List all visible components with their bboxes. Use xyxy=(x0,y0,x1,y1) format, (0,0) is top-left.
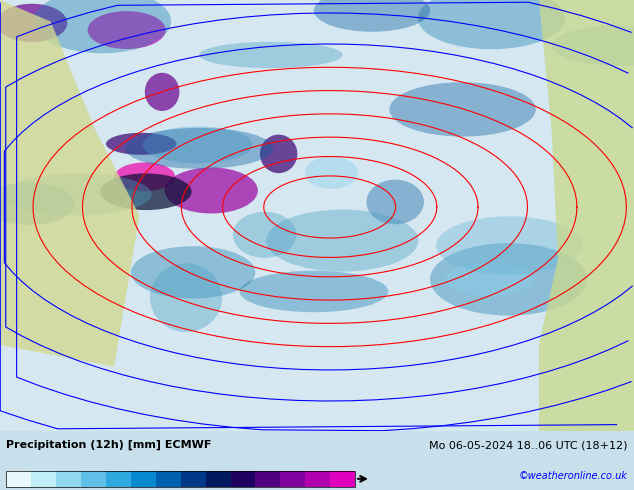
Bar xyxy=(81,470,106,487)
Text: ©weatheronline.co.uk: ©weatheronline.co.uk xyxy=(519,471,628,481)
Bar xyxy=(231,470,256,487)
Ellipse shape xyxy=(240,270,388,312)
Bar xyxy=(31,470,56,487)
Ellipse shape xyxy=(552,25,634,66)
Bar xyxy=(181,470,205,487)
Ellipse shape xyxy=(145,73,179,111)
Ellipse shape xyxy=(314,0,430,32)
Ellipse shape xyxy=(233,212,297,258)
Ellipse shape xyxy=(100,173,191,210)
Bar xyxy=(330,470,355,487)
Ellipse shape xyxy=(114,162,175,191)
Ellipse shape xyxy=(430,243,587,316)
Bar xyxy=(6,470,31,487)
Bar xyxy=(305,470,330,487)
Ellipse shape xyxy=(87,11,165,49)
Bar xyxy=(131,470,156,487)
Bar xyxy=(6,470,355,487)
Ellipse shape xyxy=(150,263,222,332)
Ellipse shape xyxy=(305,157,358,189)
Text: Precipitation (12h) [mm] ECMWF: Precipitation (12h) [mm] ECMWF xyxy=(6,440,212,450)
Ellipse shape xyxy=(444,263,534,296)
Bar xyxy=(156,470,181,487)
Polygon shape xyxy=(539,0,634,431)
Ellipse shape xyxy=(165,168,258,214)
Polygon shape xyxy=(0,0,139,367)
Ellipse shape xyxy=(0,182,75,225)
Ellipse shape xyxy=(34,0,171,53)
Ellipse shape xyxy=(366,180,424,224)
Bar xyxy=(106,470,131,487)
Ellipse shape xyxy=(131,246,256,298)
Ellipse shape xyxy=(143,126,252,163)
Bar xyxy=(280,470,305,487)
Ellipse shape xyxy=(3,173,152,216)
Ellipse shape xyxy=(389,82,536,137)
Ellipse shape xyxy=(436,216,583,275)
Ellipse shape xyxy=(125,128,273,169)
Bar xyxy=(205,470,231,487)
Bar xyxy=(56,470,81,487)
Bar xyxy=(256,470,280,487)
Ellipse shape xyxy=(260,135,297,173)
Ellipse shape xyxy=(106,133,176,155)
Ellipse shape xyxy=(418,0,565,49)
Ellipse shape xyxy=(199,42,342,68)
Ellipse shape xyxy=(266,210,418,271)
Text: Mo 06-05-2024 18..06 UTC (18+12): Mo 06-05-2024 18..06 UTC (18+12) xyxy=(429,440,628,450)
Ellipse shape xyxy=(0,4,67,42)
